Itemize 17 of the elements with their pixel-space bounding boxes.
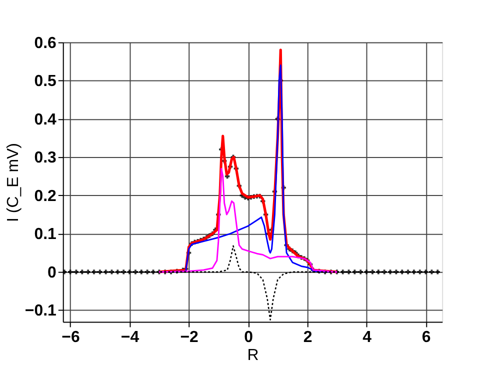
y-tick-label: 0.1 [34, 226, 56, 244]
x-axis-title: R [247, 347, 259, 364]
y-tick-label: 0.2 [34, 188, 56, 205]
x-tick-label: −2 [180, 329, 198, 346]
y-tick-label: 0 [48, 264, 57, 282]
x-tick-label: 2 [303, 329, 312, 346]
x-tick-label: −6 [62, 329, 80, 346]
y-tick-label: 0.4 [34, 111, 56, 128]
y-tick-label: 0.3 [34, 150, 56, 167]
y-tick-label: −0.1 [24, 302, 57, 320]
x-tick-label: 0 [244, 329, 254, 346]
y-tick-label: 0.5 [34, 73, 56, 90]
y-tick-label: 0.6 [34, 34, 56, 52]
y-axis-title: I (C_E mV) [4, 143, 22, 222]
x-tick-label: 4 [362, 329, 372, 346]
x-tick-label: 6 [422, 329, 431, 346]
x-tick-label: −4 [120, 329, 140, 346]
